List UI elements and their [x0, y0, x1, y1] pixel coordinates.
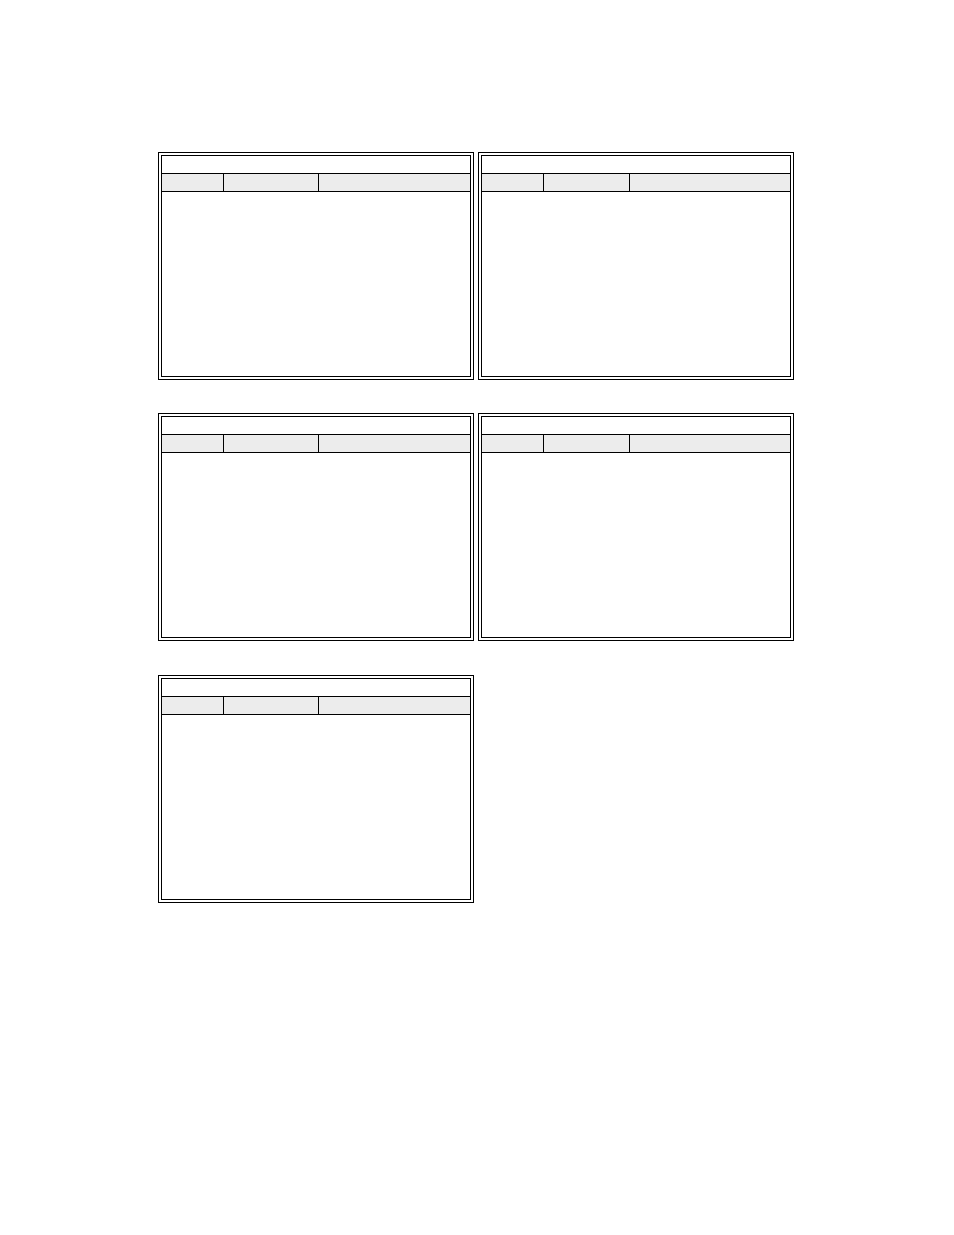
table-title-row: [162, 417, 470, 435]
column-header: [162, 174, 224, 191]
column-header: [319, 697, 470, 714]
column-header: [162, 435, 224, 452]
column-header: [544, 174, 630, 191]
table-table2: [478, 152, 794, 380]
column-header: [630, 435, 790, 452]
table-header-row: [482, 174, 790, 192]
column-header: [224, 697, 319, 714]
table-header-row: [482, 435, 790, 453]
column-header: [224, 174, 319, 191]
table-table3: [158, 413, 474, 641]
table-title-row: [162, 156, 470, 174]
document-page: [0, 0, 954, 1235]
table-header-row: [162, 174, 470, 192]
table-header-row: [162, 697, 470, 715]
column-header: [544, 435, 630, 452]
table-table4: [478, 413, 794, 641]
column-header: [482, 435, 544, 452]
table-title-row: [482, 156, 790, 174]
table-title-row: [162, 679, 470, 697]
table-table5: [158, 675, 474, 903]
column-header: [630, 174, 790, 191]
column-header: [162, 697, 224, 714]
column-header: [482, 174, 544, 191]
table-title-row: [482, 417, 790, 435]
column-header: [319, 174, 470, 191]
table-table1: [158, 152, 474, 380]
column-header: [319, 435, 470, 452]
column-header: [224, 435, 319, 452]
table-header-row: [162, 435, 470, 453]
